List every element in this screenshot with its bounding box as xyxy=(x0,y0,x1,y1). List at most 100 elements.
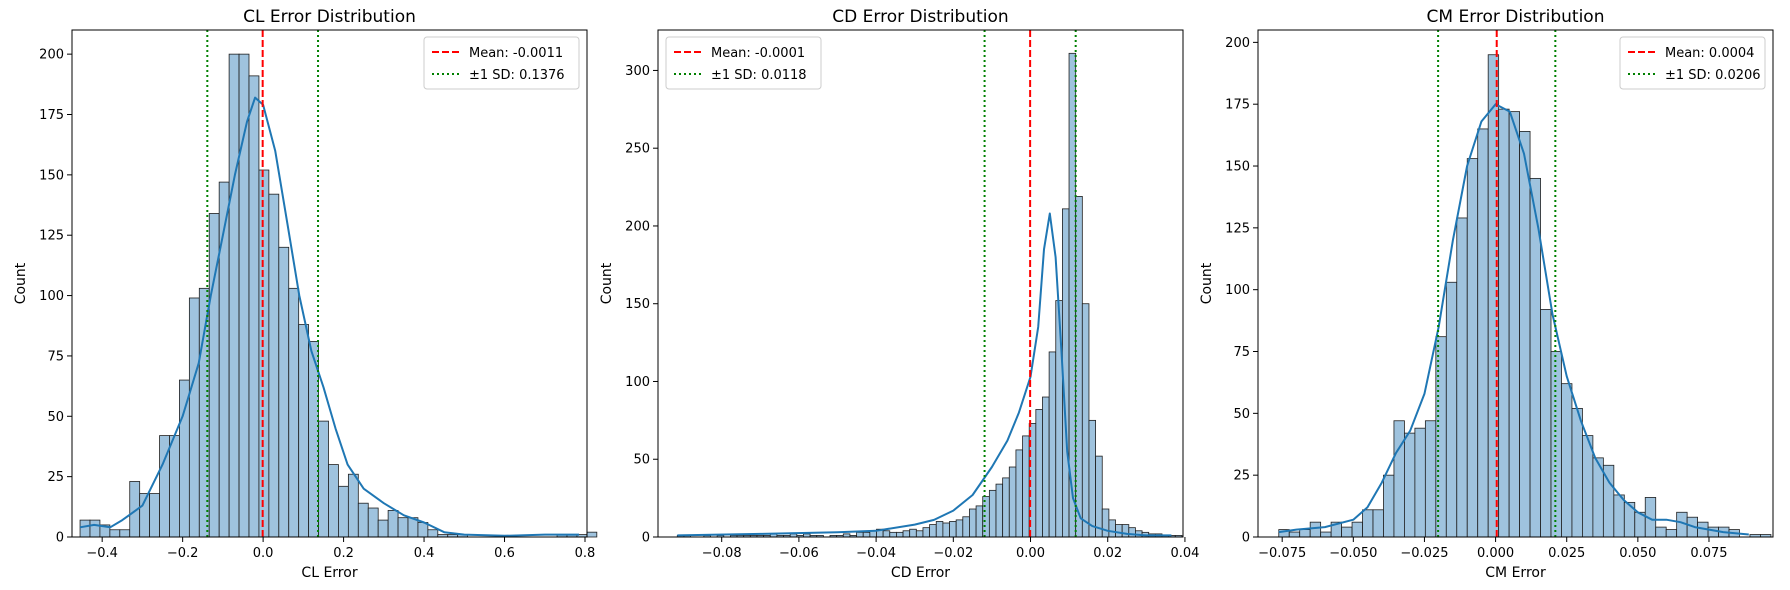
histogram-bar xyxy=(1393,420,1405,538)
legend: Mean: 0.0004 ±1 SD: 0.0206 xyxy=(1619,36,1766,90)
histogram-bar xyxy=(1320,531,1332,538)
x-tick-label: −0.2 xyxy=(167,546,199,561)
histogram-bar xyxy=(1362,509,1374,538)
y-tick-label: 100 xyxy=(39,289,64,304)
histogram-bar xyxy=(1048,351,1057,538)
histogram-bar xyxy=(1456,217,1468,538)
histogram-bar xyxy=(1424,420,1437,538)
histogram-bar xyxy=(347,473,359,538)
subplot-1: −0.4 −0.2 0.0 0.2 0.4 0.6 0.8 0 25 50 75 100 125 150 1… xyxy=(13,7,598,581)
histogram-bar xyxy=(586,531,598,538)
legend-mean-label: Mean: -0.0011 xyxy=(469,46,563,61)
histogram-bar xyxy=(889,531,897,538)
histogram-bar xyxy=(942,522,950,538)
histogram-bar xyxy=(318,420,329,538)
histogram-bar xyxy=(1477,128,1489,538)
y-tick-label: 125 xyxy=(39,229,64,244)
histogram-bar xyxy=(1081,303,1090,538)
axes-frame xyxy=(71,29,588,538)
histogram-bar xyxy=(169,435,180,538)
x-axis-title: CL Error xyxy=(301,565,357,581)
x-tick-label: 0.6 xyxy=(494,546,515,561)
histogram-bar xyxy=(929,524,937,538)
histogram-bar xyxy=(89,519,101,538)
histogram-bar xyxy=(1665,529,1678,538)
y-tick-label: 175 xyxy=(1225,98,1250,113)
kde-curve xyxy=(79,96,579,537)
histogram-bar xyxy=(1582,435,1594,538)
histogram-bar xyxy=(955,519,964,538)
histogram-bar xyxy=(1002,477,1010,538)
histogram-bar xyxy=(1042,396,1050,538)
histogram-bar xyxy=(896,531,904,538)
y-tick-label: 125 xyxy=(1225,221,1250,236)
y-tick-label: 50 xyxy=(47,410,64,425)
histogram-bar xyxy=(1383,474,1395,538)
y-tick-label: 175 xyxy=(39,108,64,123)
y-tick-label: 300 xyxy=(625,64,650,79)
x-tick-label: −0.04 xyxy=(856,546,896,561)
legend: Mean: -0.0001 ±1 SD: 0.0118 xyxy=(665,36,822,90)
histogram-bar xyxy=(1121,524,1130,538)
histogram-bar xyxy=(228,53,240,538)
histogram-bar xyxy=(1372,509,1384,538)
y-tick-label: 200 xyxy=(1225,36,1250,51)
histogram-bar xyxy=(882,530,891,538)
kde-curve xyxy=(677,212,1172,537)
legend-box xyxy=(665,36,822,90)
x-tick-label: −0.050 xyxy=(1329,546,1377,561)
histogram-bar xyxy=(149,493,160,538)
histogram-bar xyxy=(1035,409,1043,538)
x-tick-label: 0.075 xyxy=(1690,546,1727,561)
x-tick-label: 0.025 xyxy=(1548,546,1585,561)
histogram-bar xyxy=(1466,158,1479,538)
axes-frame xyxy=(1257,29,1774,538)
histogram-bar xyxy=(856,531,864,538)
y-tick-label: 0 xyxy=(1242,531,1250,546)
legend-mean-label: Mean: -0.0001 xyxy=(711,46,805,61)
histogram-bar xyxy=(975,505,984,538)
y-tick-label: 50 xyxy=(633,453,650,468)
histogram-bar xyxy=(367,507,379,538)
legend-sd-label: ±1 SD: 0.0118 xyxy=(711,68,807,83)
histogram-bar xyxy=(1115,524,1123,538)
histogram-bar xyxy=(1128,527,1136,538)
plot-title: CM Error Distribution xyxy=(1427,7,1605,27)
histogram-bar xyxy=(268,193,280,538)
histogram-bar xyxy=(909,528,917,538)
y-tick-label: 100 xyxy=(1225,283,1250,298)
y-axis-title: Count xyxy=(599,262,615,304)
histogram-bar xyxy=(387,510,399,538)
y-tick-label: 75 xyxy=(1233,345,1250,360)
histogram-bar xyxy=(862,531,871,538)
histogram-bar xyxy=(949,521,957,538)
legend: Mean: -0.0011 ±1 SD: 0.1376 xyxy=(423,36,580,90)
subplot-2: −0.08 −0.06 −0.04 −0.02 0.00 0.02 0.04 0 50 100 15… xyxy=(599,7,1199,581)
histogram-bar xyxy=(988,489,997,538)
histogram-bar xyxy=(397,517,409,538)
x-tick-label: 0.0 xyxy=(253,546,274,561)
x-tick-label: −0.075 xyxy=(1258,546,1306,561)
histogram-bar xyxy=(1540,309,1552,538)
histogram-bar xyxy=(188,297,200,538)
histogram-bar xyxy=(1561,383,1573,538)
histogram-bar xyxy=(427,529,439,538)
histogram-bar xyxy=(248,75,260,538)
y-tick-label: 100 xyxy=(625,375,650,390)
histogram-bar xyxy=(1299,529,1311,538)
legend-mean-label: Mean: 0.0004 xyxy=(1665,46,1754,61)
y-tick-label: 200 xyxy=(39,48,64,63)
x-tick-label: −0.08 xyxy=(702,546,742,561)
histogram-bar xyxy=(1519,130,1531,538)
histogram-bar xyxy=(1088,419,1097,538)
histogram-bar xyxy=(1707,526,1719,538)
subplot-3: −0.075 −0.050 −0.025 0.000 0.025 0.050 0.075 0 2… xyxy=(1199,7,1774,581)
histogram-bar xyxy=(1550,351,1562,538)
histogram-bar xyxy=(1101,508,1110,538)
x-tick-label: 0.02 xyxy=(1093,546,1122,561)
histogram-bar xyxy=(278,246,290,538)
histogram-bar xyxy=(328,464,339,538)
x-tick-label: 0.4 xyxy=(414,546,435,561)
histogram-bar xyxy=(1022,435,1030,538)
